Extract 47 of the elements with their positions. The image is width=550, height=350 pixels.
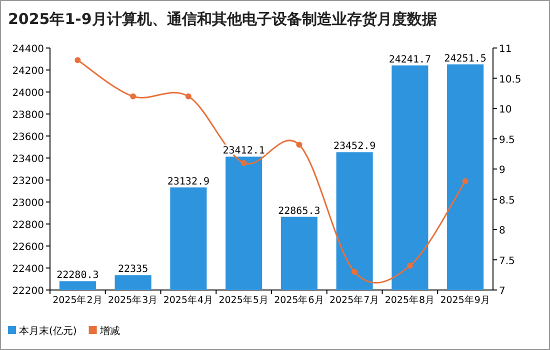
y-tick-label: 22400	[12, 264, 44, 275]
data-label: 23132.9	[167, 176, 210, 188]
y-tick-label: 22800	[12, 220, 44, 231]
y2-tick-label: 9	[499, 165, 506, 176]
x-tick-label: 2025年5月	[218, 294, 269, 306]
point	[462, 178, 468, 184]
x-tick-label: 2025年8月	[384, 294, 436, 306]
y-tick-label: 23800	[12, 110, 44, 121]
legend-label: 本月末(亿元)	[19, 325, 77, 337]
x-tick-label: 2025年3月	[108, 294, 158, 306]
point	[130, 93, 136, 100]
y-tick-label: 23600	[12, 132, 44, 143]
y2-tick-label: 11	[499, 44, 512, 55]
data-label: 24241.7	[388, 54, 432, 66]
y2-tick-label: 8.5	[499, 195, 515, 206]
point	[74, 57, 81, 64]
x-tick-label: 2025年6月	[274, 294, 324, 306]
point	[296, 142, 302, 148]
y2-tick-label: 9.5	[499, 134, 515, 146]
data-label: 23452.9	[333, 141, 376, 152]
point	[406, 262, 413, 269]
y-tick-label: 24200	[12, 66, 44, 77]
data-label: 22865.3	[278, 206, 320, 217]
x-tick-label: 2025年4月	[163, 294, 214, 306]
y-tick-label: 22600	[12, 242, 44, 253]
point	[240, 160, 247, 166]
y-tick-label: 23400	[12, 154, 44, 165]
y2-tick-label: 7.5	[499, 256, 515, 267]
y-tick-label: 23000	[12, 198, 44, 209]
data-label: 24251.5	[444, 53, 486, 64]
data-label: 22335	[118, 264, 148, 276]
y2-tick-label: 8	[499, 226, 506, 236]
y-tick-label: 22200	[12, 286, 44, 297]
x-tick-label: 2025年7月	[329, 294, 380, 306]
y2-tick-label: 10	[499, 104, 512, 116]
point	[185, 93, 192, 100]
point	[352, 268, 358, 275]
y2-tick-label: 10.5	[499, 74, 522, 86]
chart-title: 2025年1-9月计算机、通信和其他电子设备制造业存货月度数据	[8, 10, 437, 28]
y2-tick-label: 7	[499, 286, 506, 297]
y-tick-label: 23200	[12, 176, 44, 187]
x-tick-label: 2025年2月	[52, 294, 103, 306]
y-tick-label: 24000	[12, 88, 44, 99]
legend-label: 增减	[98, 325, 120, 337]
data-label: 22280.3	[56, 270, 99, 282]
y-tick-label: 24400	[12, 44, 44, 55]
x-tick-label: 2025年9月	[440, 294, 490, 306]
